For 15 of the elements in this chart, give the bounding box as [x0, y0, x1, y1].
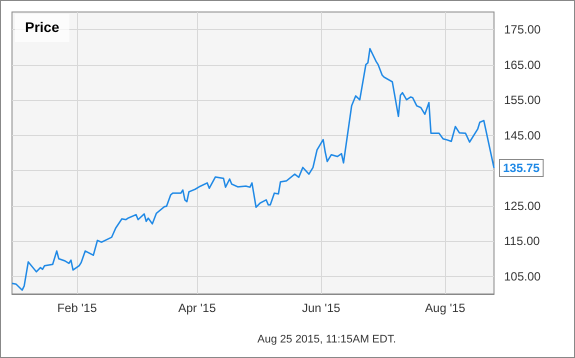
- y-tick-label: 165.00: [504, 58, 542, 72]
- line-series: [11, 48, 495, 291]
- data-label: 135.75: [503, 160, 540, 175]
- x-tick-label: Jun '15: [302, 301, 341, 315]
- y-tick-label: 105.00: [504, 269, 542, 284]
- y-tick-label: 125.00: [504, 198, 542, 213]
- y-tick-label: 175.00: [504, 22, 542, 37]
- x-tick-label: Apr '15: [178, 301, 216, 315]
- y-tick-label: 155.00: [504, 93, 542, 108]
- x-tick-label: Feb '15: [57, 301, 98, 315]
- text: Price: [25, 19, 60, 35]
- text: Aug 25 2015, 11:15AM EDT.: [257, 334, 396, 346]
- y-tick-label: 145.00: [504, 128, 542, 142]
- y-tick-label: 115.00: [504, 234, 540, 248]
- x-tick-label: Aug '15: [425, 301, 466, 315]
